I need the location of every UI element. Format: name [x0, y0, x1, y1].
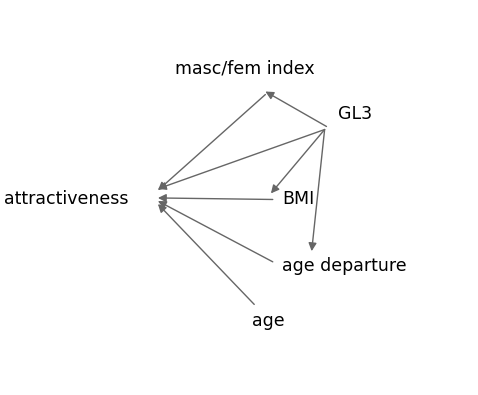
Text: age: age	[252, 312, 285, 330]
Text: masc/fem index: masc/fem index	[175, 60, 315, 78]
Text: BMI: BMI	[282, 190, 314, 209]
Text: attractiveness: attractiveness	[4, 190, 128, 209]
Text: GL3: GL3	[337, 105, 372, 123]
Text: age departure: age departure	[282, 258, 407, 275]
